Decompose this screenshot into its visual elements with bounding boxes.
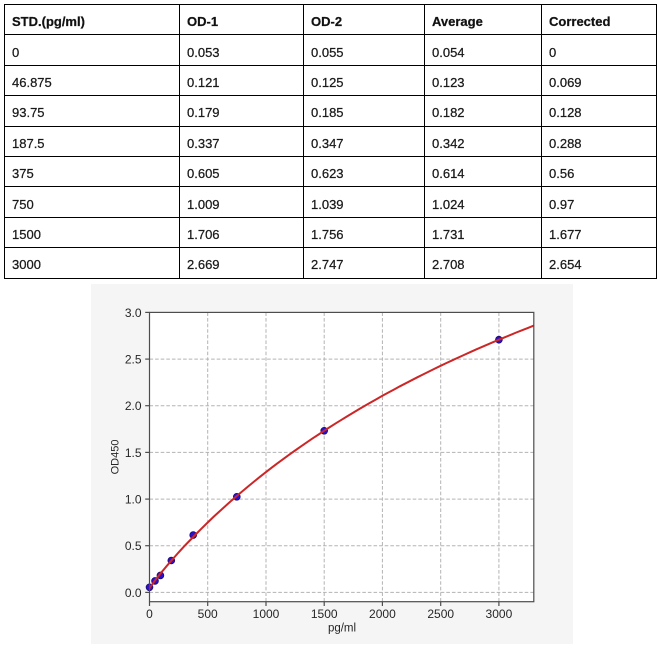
svg-text:0: 0 [146, 607, 153, 621]
svg-text:3.0: 3.0 [125, 306, 142, 320]
svg-text:500: 500 [198, 607, 218, 621]
svg-text:2000: 2000 [369, 607, 396, 621]
svg-text:2.0: 2.0 [125, 399, 142, 413]
svg-text:0.5: 0.5 [125, 539, 142, 553]
svg-text:3000: 3000 [486, 607, 513, 621]
svg-text:0.0: 0.0 [125, 586, 142, 600]
svg-text:pg/ml: pg/ml [328, 623, 356, 635]
svg-text:2.5: 2.5 [125, 353, 142, 367]
svg-text:2500: 2500 [427, 607, 454, 621]
svg-text:1.5: 1.5 [125, 446, 142, 460]
svg-text:1000: 1000 [253, 607, 280, 621]
svg-text:1.0: 1.0 [125, 492, 142, 506]
svg-text:1500: 1500 [311, 607, 338, 621]
svg-text:OD450: OD450 [110, 440, 122, 475]
